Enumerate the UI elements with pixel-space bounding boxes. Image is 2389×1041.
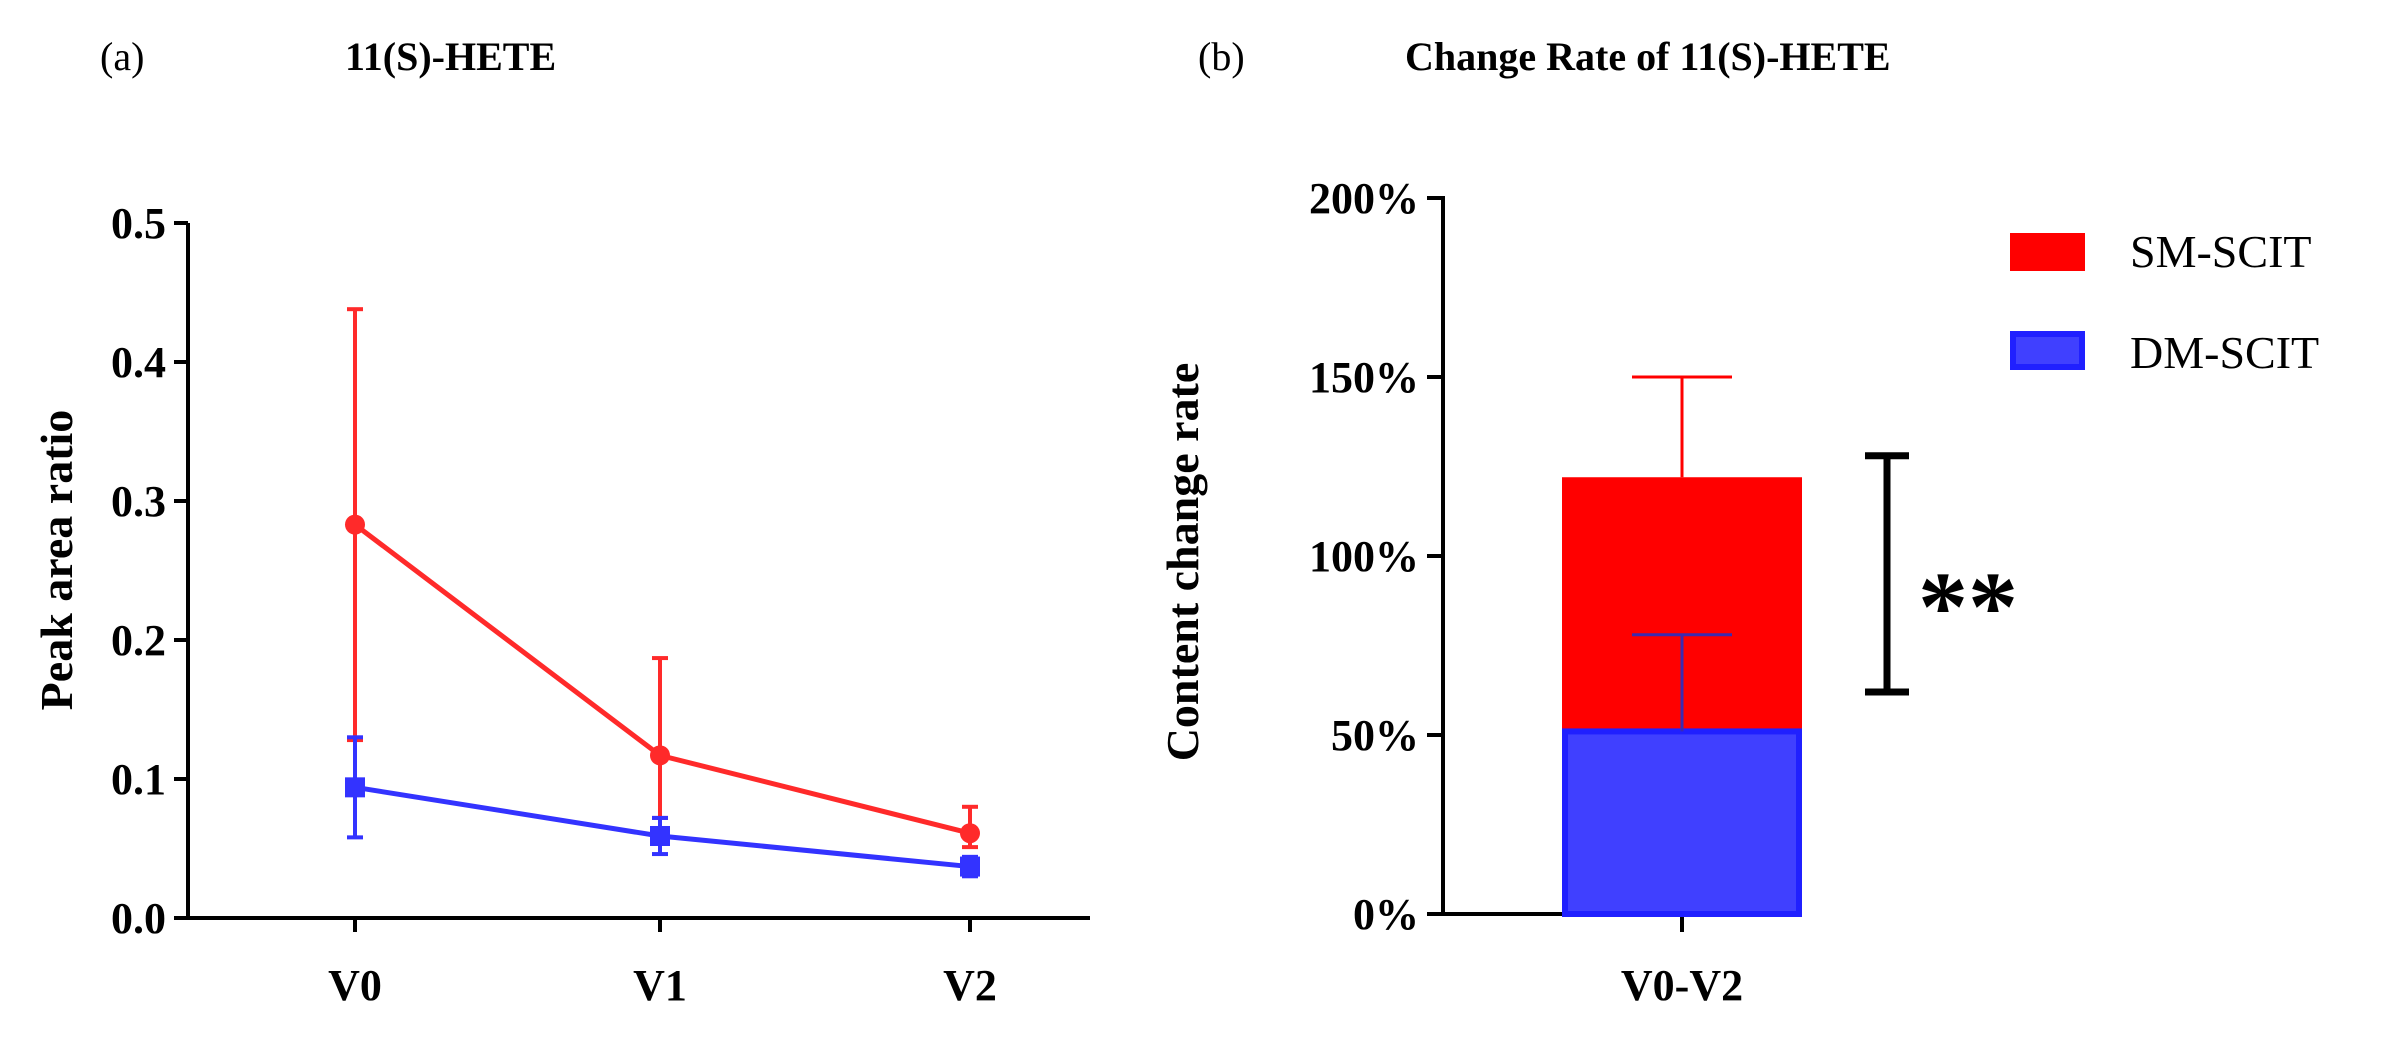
series-sm-scit xyxy=(345,307,980,850)
x-tick-label: V2 xyxy=(943,961,997,1010)
data-point xyxy=(345,514,365,535)
panel-a-title: 11(S)-HETE xyxy=(345,34,556,79)
data-point xyxy=(960,856,980,877)
panel-a-series xyxy=(345,307,980,879)
series-line-sm-scit xyxy=(353,522,971,836)
y-tick-label: 0.2 xyxy=(111,616,166,665)
data-point xyxy=(345,777,365,798)
data-point xyxy=(650,825,670,846)
legend-label-sm-scit: SM-SCIT xyxy=(2130,226,2311,277)
y-tick-label: 50% xyxy=(1331,711,1419,760)
legend-swatch-sm-scit xyxy=(2010,233,2085,271)
significance-bracket: ** xyxy=(1865,452,2018,696)
series-dm-scit xyxy=(345,735,980,879)
panel-b-ylabel: Content change rate xyxy=(1157,363,1208,762)
y-tick-label: 150% xyxy=(1309,353,1419,402)
y-tick-label: 0.5 xyxy=(111,199,166,248)
y-tick-label: 0.0 xyxy=(111,894,166,943)
legend-swatch-dm-scit xyxy=(2010,331,2085,370)
panel-b-label: (b) xyxy=(1198,34,1245,79)
panel-b-y-ticks: 0% 50% 100% 150% 200% xyxy=(1309,174,1443,939)
panel-a: (a) 11(S)-HETE Peak area ratio 0.0 0.1 0.2… xyxy=(31,34,1090,1010)
legend-label-dm-scit: DM-SCIT xyxy=(2130,327,2319,378)
data-point xyxy=(650,745,670,766)
x-tick-label: V0-V2 xyxy=(1621,961,1743,1010)
y-tick-label: 100% xyxy=(1309,532,1419,581)
panel-a-x-ticks: V0 V1 V2 xyxy=(328,918,997,1010)
y-tick-label: 0.1 xyxy=(111,755,166,804)
x-tick-label: V1 xyxy=(633,961,687,1010)
y-tick-label: 0% xyxy=(1353,890,1419,939)
y-tick-label: 0.4 xyxy=(111,338,166,387)
y-tick-label: 0.3 xyxy=(111,477,166,526)
x-tick-label: V0 xyxy=(328,961,382,1010)
panel-a-y-ticks: 0.0 0.1 0.2 0.3 0.4 0.5 xyxy=(111,199,188,943)
legend: SM-SCIT DM-SCIT xyxy=(2010,226,2319,378)
panel-b: (b) Change Rate of 11(S)-HETE Content ch… xyxy=(1157,34,2319,1010)
panel-a-label: (a) xyxy=(100,34,144,79)
panel-a-ylabel: Peak area ratio xyxy=(31,410,82,711)
panel-b-bars xyxy=(1562,375,1802,917)
bar-dm-scit xyxy=(1562,728,1802,917)
significance-label: ** xyxy=(1918,551,2018,662)
panel-b-x-ticks: V0-V2 xyxy=(1621,914,1743,1010)
data-point xyxy=(960,823,980,844)
panel-b-title: Change Rate of 11(S)-HETE xyxy=(1405,34,1891,79)
y-tick-label: 200% xyxy=(1309,174,1419,223)
